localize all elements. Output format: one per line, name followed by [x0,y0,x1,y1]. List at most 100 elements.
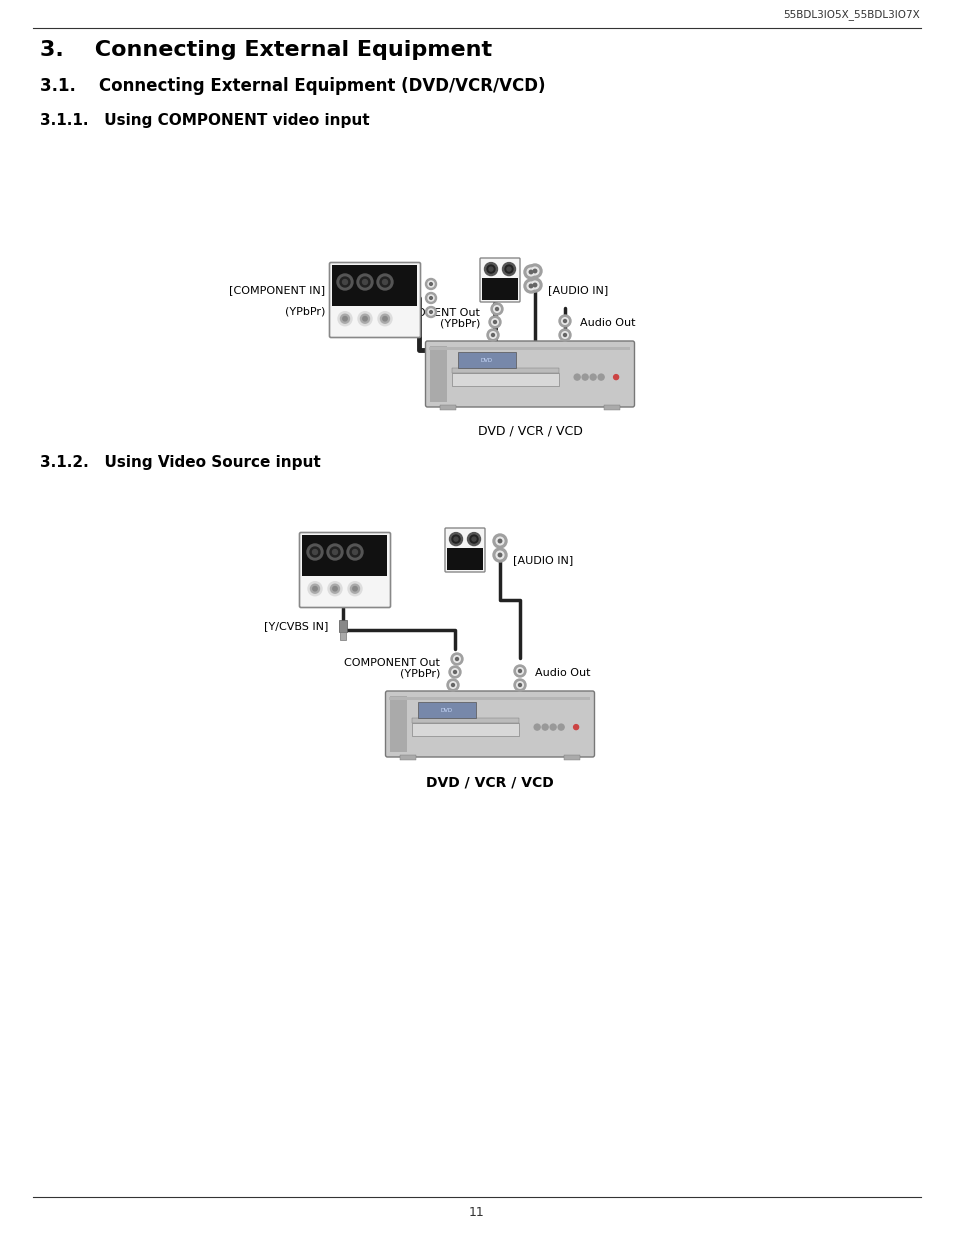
Circle shape [428,282,434,287]
Circle shape [527,268,535,275]
Circle shape [497,553,501,557]
Bar [457,352,516,368]
Circle shape [467,532,480,546]
Circle shape [523,279,537,293]
Bar [339,632,346,640]
FancyBboxPatch shape [425,341,634,408]
FancyBboxPatch shape [329,263,420,337]
FancyBboxPatch shape [299,532,390,608]
Circle shape [310,584,319,593]
Circle shape [330,584,339,593]
Circle shape [330,547,339,557]
Circle shape [313,587,316,590]
Circle shape [380,314,389,324]
Circle shape [489,332,496,338]
Circle shape [598,374,603,380]
Circle shape [382,316,387,321]
Circle shape [523,266,537,279]
Bar [333,266,417,306]
Bar [563,755,579,760]
Text: (YPbPr): (YPbPr) [399,668,439,678]
Bar [412,722,518,736]
Text: COMPONENT Out: COMPONENT Out [344,658,439,668]
Circle shape [527,282,535,290]
Circle shape [382,279,387,284]
Circle shape [307,543,323,559]
Circle shape [377,311,392,326]
Circle shape [491,319,497,325]
Circle shape [429,311,432,314]
Circle shape [563,333,566,336]
Circle shape [449,532,462,546]
Text: Audio Out: Audio Out [535,668,590,678]
Bar [452,368,558,373]
Circle shape [327,543,343,559]
Circle shape [518,669,521,673]
Circle shape [527,264,541,278]
Circle shape [337,311,352,326]
Circle shape [531,267,538,275]
Circle shape [491,333,494,336]
Text: [COMPONENT IN]: [COMPONENT IN] [229,285,325,295]
Circle shape [590,374,596,380]
Circle shape [376,274,393,290]
Circle shape [333,587,336,590]
FancyBboxPatch shape [385,692,594,757]
Circle shape [493,534,506,548]
Text: (YPbPr): (YPbPr) [439,317,479,329]
Text: 3.1.2.   Using Video Source input: 3.1.2. Using Video Source input [40,454,320,471]
Circle shape [529,284,532,288]
Circle shape [489,267,493,270]
Bar [338,620,347,632]
Bar [417,703,476,718]
Circle shape [453,671,456,673]
Circle shape [350,547,359,557]
Circle shape [451,683,454,687]
Circle shape [486,329,498,341]
Text: DVD: DVD [440,708,453,713]
Circle shape [472,537,476,541]
Circle shape [491,303,502,315]
Text: DVD / VCR / VCD: DVD / VCR / VCD [426,776,554,789]
Circle shape [517,682,523,688]
Circle shape [362,279,367,284]
Circle shape [470,535,477,543]
Bar [302,536,387,576]
Bar [429,347,630,351]
Circle shape [561,332,568,338]
Text: (YPbPr): (YPbPr) [284,306,325,316]
Circle shape [449,682,456,688]
Circle shape [452,535,459,543]
Circle shape [493,321,496,324]
Circle shape [340,314,349,324]
Circle shape [379,277,390,287]
Circle shape [558,329,571,341]
Circle shape [454,537,457,541]
Text: 3.    Connecting External Equipment: 3. Connecting External Equipment [40,40,492,61]
Circle shape [357,311,372,326]
Circle shape [550,724,556,730]
Bar [389,697,590,700]
Text: Audio Out: Audio Out [579,317,635,329]
Circle shape [359,277,370,287]
Circle shape [518,683,521,687]
Circle shape [496,537,503,545]
Circle shape [613,374,618,379]
Circle shape [310,547,319,557]
Bar [412,718,518,722]
Circle shape [356,274,373,290]
Circle shape [425,293,436,304]
Circle shape [517,668,523,674]
Bar [399,755,416,760]
Circle shape [308,582,322,595]
Circle shape [493,548,506,562]
Circle shape [342,279,347,284]
Circle shape [496,551,503,559]
Circle shape [429,296,432,299]
Circle shape [328,582,341,595]
Circle shape [527,278,541,291]
Circle shape [313,550,317,555]
Circle shape [504,266,513,273]
Circle shape [506,267,511,270]
Bar [390,697,407,752]
